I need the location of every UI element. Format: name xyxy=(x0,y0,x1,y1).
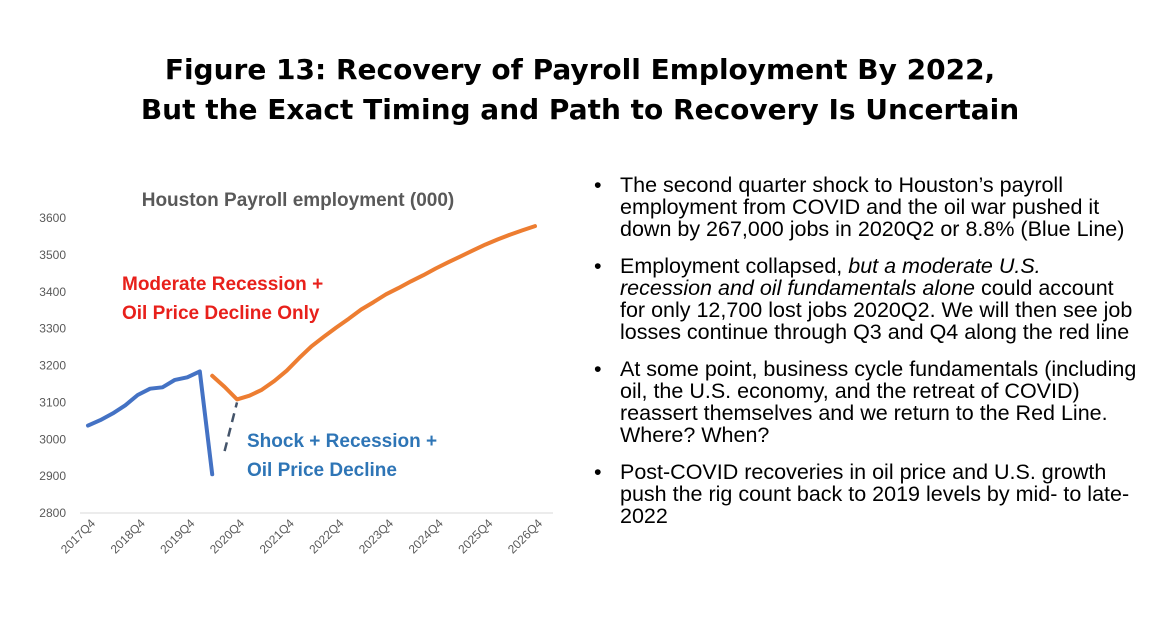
chart-title: Houston Payroll employment (000) xyxy=(142,190,455,211)
series-line-2 xyxy=(210,224,537,402)
bullet-item: • At some point, business cycle fundament… xyxy=(592,358,1137,446)
x-tick-label: 2022Q4 xyxy=(306,516,346,556)
bullet-text: but a moderate U.S. recession and oil fu… xyxy=(620,254,1041,300)
bullet-glyph: • xyxy=(594,460,602,484)
bullet-text: Employment collapsed, xyxy=(620,254,849,278)
slide-title: Figure 13: Recovery of Payroll Employmen… xyxy=(0,50,1160,130)
payroll-employment-chart: Houston Payroll employment (000) 2800 290… xyxy=(39,190,553,556)
bullet-text: At some point, business cycle fundamenta… xyxy=(620,357,1137,447)
bullet-item: • The second quarter shock to Houston’s p… xyxy=(592,174,1137,240)
y-tick-label: 3300 xyxy=(39,322,66,336)
y-axis: 2800 2900 3000 3100 3200 3300 3400 3500 3600 xyxy=(39,211,66,520)
bullet-glyph: • xyxy=(594,357,602,381)
y-tick-label: 3200 xyxy=(39,359,66,373)
dashed-transition-line xyxy=(223,402,239,452)
title-line-2: But the Exact Timing and Path to Recover… xyxy=(140,93,1020,126)
series-line-1 xyxy=(86,369,215,477)
bullet-text: Post-COVID recoveries in oil price and U… xyxy=(620,460,1130,528)
annotation-1: Moderate Recession + Oil Price Decline On… xyxy=(122,274,323,324)
x-tick-label: 2020Q4 xyxy=(207,516,247,556)
annotations: Moderate Recession + Oil Price Decline On… xyxy=(122,274,437,481)
annotation-2: Shock + Recession + Oil Price Decline xyxy=(247,431,437,481)
x-tick-label: 2017Q4 xyxy=(58,516,98,556)
plot-area xyxy=(86,224,537,477)
bullet-glyph: • xyxy=(594,254,602,278)
y-tick-label: 2800 xyxy=(39,506,66,520)
bullet-item: • Post-COVID recoveries in oil price and … xyxy=(592,461,1137,527)
x-tick-label: 2019Q4 xyxy=(157,516,197,556)
bullet-text: The second quarter shock to Houston’s pa… xyxy=(620,173,1125,241)
x-tick-label: 2026Q4 xyxy=(505,516,545,556)
y-tick-label: 2900 xyxy=(39,469,66,483)
x-tick-label: 2021Q4 xyxy=(257,516,297,556)
y-tick-label: 3400 xyxy=(39,285,66,299)
bullet-item: • Employment collapsed, but a moderate U.… xyxy=(592,255,1137,343)
bullet-text: could account for only 12,700 lost jobs … xyxy=(620,276,1133,344)
x-tick-label: 2023Q4 xyxy=(356,516,396,556)
y-tick-label: 3600 xyxy=(39,211,66,225)
bullet-glyph: • xyxy=(594,173,602,197)
x-tick-label: 2025Q4 xyxy=(455,516,495,556)
x-axis: 2017Q4 2018Q4 2019Q4 2020Q4 2021Q4 2022Q4 2023… xyxy=(58,516,545,556)
title-line-1: Figure 13: Recovery of Payroll Employmen… xyxy=(164,53,996,86)
x-tick-label: 2018Q4 xyxy=(108,516,148,556)
y-tick-label: 3500 xyxy=(39,248,66,262)
y-tick-label: 3000 xyxy=(39,432,66,446)
y-tick-label: 3100 xyxy=(39,395,66,409)
x-tick-label: 2024Q4 xyxy=(406,516,446,556)
bullet-list: • The second quarter shock to Houston’s p… xyxy=(592,174,1137,542)
